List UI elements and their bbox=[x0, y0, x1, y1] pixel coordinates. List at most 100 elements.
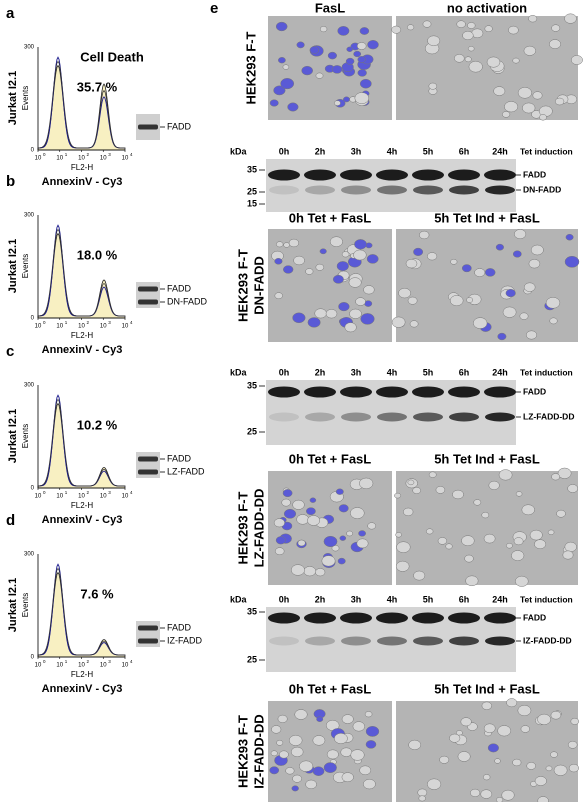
cell bbox=[337, 26, 350, 36]
lane-label: 6h bbox=[459, 594, 470, 604]
x-tick-base: 10 bbox=[35, 156, 42, 162]
x-tick-base: 10 bbox=[56, 494, 63, 500]
lane-label: 24h bbox=[492, 367, 508, 377]
x-tick-exp: 2 bbox=[87, 490, 90, 495]
lane-label: 24h bbox=[492, 594, 508, 604]
blot-label: FADD bbox=[167, 453, 192, 463]
cell bbox=[274, 547, 285, 556]
cell bbox=[470, 788, 481, 797]
y-label: Jurkat I2.1 bbox=[7, 578, 19, 632]
y-label: Jurkat I2.1 bbox=[7, 239, 19, 293]
blot-band bbox=[341, 636, 371, 646]
x-tick-exp: 3 bbox=[108, 320, 111, 325]
x-tick-exp: 4 bbox=[130, 320, 133, 325]
x-tick-exp: 2 bbox=[87, 152, 90, 157]
cell bbox=[346, 530, 353, 537]
lane-label: 3h bbox=[351, 594, 362, 604]
cell bbox=[353, 50, 362, 58]
cell bbox=[449, 733, 461, 743]
x-tick-base: 10 bbox=[35, 324, 42, 330]
cell bbox=[567, 740, 578, 749]
cell bbox=[407, 24, 415, 31]
x-tick-exp: 2 bbox=[87, 320, 90, 325]
x-tick-base: 10 bbox=[100, 324, 107, 330]
blot-band bbox=[449, 412, 479, 422]
percent: 35.7 % bbox=[77, 79, 118, 94]
blot-band bbox=[268, 612, 300, 624]
micrograph bbox=[396, 701, 578, 802]
side-label: DN-FADD bbox=[251, 256, 266, 315]
blot-unit: kDa bbox=[230, 594, 248, 604]
x-tick-exp: 4 bbox=[130, 659, 133, 664]
cell bbox=[358, 530, 366, 537]
cell bbox=[331, 545, 340, 552]
cell bbox=[296, 514, 310, 525]
image-header: FasL bbox=[315, 0, 345, 15]
marker-label: 25 bbox=[247, 186, 257, 196]
cell bbox=[467, 46, 475, 52]
cell bbox=[359, 477, 374, 490]
lane-label: 3h bbox=[351, 367, 362, 377]
cell bbox=[315, 72, 324, 79]
cell bbox=[341, 714, 354, 724]
cell bbox=[534, 539, 547, 550]
y-tick-label: 0 bbox=[31, 486, 35, 492]
cell bbox=[554, 97, 565, 106]
cell bbox=[269, 766, 280, 775]
x-sublabel: FL2-H bbox=[71, 670, 93, 679]
x-tick-base: 10 bbox=[78, 324, 85, 330]
cell bbox=[339, 535, 347, 541]
cell bbox=[273, 85, 286, 96]
cell bbox=[495, 243, 504, 251]
lane-label: 0h bbox=[279, 146, 290, 156]
cell bbox=[464, 554, 474, 563]
blot-unit: kDa bbox=[230, 367, 248, 377]
lane-label: 4h bbox=[387, 146, 398, 156]
cell bbox=[409, 320, 419, 328]
lane-label: 2h bbox=[315, 367, 326, 377]
cell bbox=[278, 57, 286, 64]
lane-label: 4h bbox=[387, 594, 398, 604]
cell bbox=[545, 765, 553, 772]
blot-band bbox=[138, 286, 158, 292]
cell bbox=[359, 27, 370, 35]
cell bbox=[460, 717, 472, 727]
cell bbox=[528, 259, 541, 269]
cell bbox=[363, 285, 375, 295]
cell bbox=[496, 797, 504, 802]
y-sublabel: Events bbox=[21, 424, 30, 448]
y-tick-label: 300 bbox=[24, 552, 35, 558]
cell bbox=[350, 507, 365, 519]
lane-label: 6h bbox=[459, 367, 470, 377]
cell bbox=[439, 755, 450, 764]
blot-unit: kDa bbox=[230, 146, 248, 156]
blot-band bbox=[305, 412, 335, 422]
cell bbox=[306, 507, 316, 516]
cell bbox=[282, 489, 293, 498]
cell bbox=[365, 740, 377, 749]
histogram-fill bbox=[37, 402, 126, 489]
cell bbox=[526, 762, 536, 770]
cell bbox=[360, 313, 375, 325]
cell bbox=[435, 486, 446, 494]
cell bbox=[275, 21, 288, 32]
cell bbox=[405, 258, 418, 269]
x-tick-base: 10 bbox=[78, 156, 85, 162]
cell bbox=[290, 746, 304, 757]
blot-band bbox=[484, 386, 516, 398]
cell bbox=[334, 733, 348, 744]
lane-label: 2h bbox=[315, 146, 326, 156]
cell bbox=[461, 264, 472, 273]
x-tick-base: 10 bbox=[78, 663, 85, 669]
blot-band bbox=[448, 386, 480, 398]
cell bbox=[305, 779, 317, 790]
cell bbox=[280, 78, 295, 90]
cell bbox=[364, 711, 373, 718]
image-header: 0h Tet + FasL bbox=[289, 451, 372, 466]
cell bbox=[465, 575, 479, 587]
cell bbox=[427, 778, 442, 790]
panel-letter: e bbox=[210, 0, 218, 17]
cell bbox=[523, 45, 536, 56]
blot-band bbox=[269, 636, 299, 646]
cell bbox=[285, 767, 295, 775]
